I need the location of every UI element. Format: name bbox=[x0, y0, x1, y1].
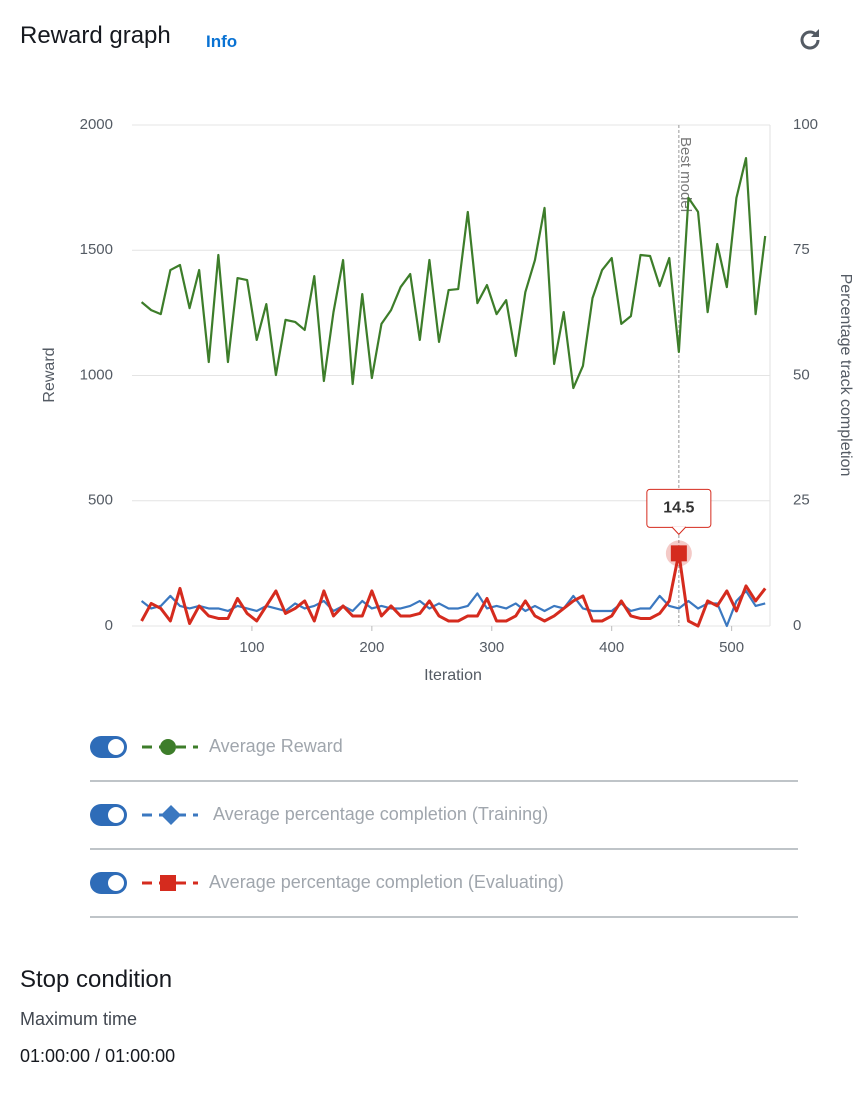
x-axis-title: Iteration bbox=[424, 667, 482, 684]
x-tick-label: 200 bbox=[359, 639, 384, 656]
annotation-label: Best model bbox=[677, 137, 694, 212]
x-tick-label: 400 bbox=[599, 639, 624, 656]
toggle-knob bbox=[108, 739, 124, 755]
y2-tick-label: 25 bbox=[793, 492, 810, 509]
legend-item[interactable]: Average percentage completion (Evaluatin… bbox=[90, 872, 564, 894]
y-tick-label: 500 bbox=[88, 492, 113, 509]
y-tick-label: 0 bbox=[105, 617, 113, 634]
legend-label: Average Reward bbox=[209, 736, 343, 756]
y-tick-label: 1000 bbox=[80, 366, 113, 383]
page-title: Reward graph bbox=[20, 22, 171, 49]
legend-marker bbox=[160, 739, 176, 755]
series-line bbox=[140, 551, 767, 628]
y-axis-title: Reward bbox=[41, 347, 58, 402]
field-value: 01:00:00 / 01:00:00 bbox=[20, 1046, 176, 1066]
y-tick-label: 2000 bbox=[80, 116, 113, 133]
x-tick-label: 300 bbox=[479, 639, 504, 656]
chart: Reward Percentage track completion Itera… bbox=[41, 116, 854, 918]
x-tick-label: 500 bbox=[719, 639, 744, 656]
legend-marker bbox=[161, 805, 181, 825]
y2-tick-label: 75 bbox=[793, 241, 810, 258]
toggle-knob bbox=[108, 807, 124, 823]
toggle-knob bbox=[108, 875, 124, 891]
y2-tick-label: 100 bbox=[793, 116, 818, 133]
hover-marker bbox=[670, 545, 687, 562]
refresh-button[interactable] bbox=[796, 26, 824, 54]
tooltip-pointer bbox=[671, 526, 687, 536]
legend-label: Average percentage completion (Training) bbox=[213, 804, 548, 824]
tooltip-text: 14.5 bbox=[663, 500, 694, 517]
section-title: Stop condition bbox=[20, 966, 173, 993]
series-line bbox=[140, 156, 767, 390]
y2-tick-label: 0 bbox=[793, 617, 801, 634]
y-tick-label: 1500 bbox=[80, 241, 113, 258]
field-label: Maximum time bbox=[20, 1009, 138, 1029]
series-line bbox=[140, 589, 766, 628]
x-tick-label: 100 bbox=[239, 639, 264, 656]
info-link[interactable]: Info bbox=[206, 32, 238, 51]
legend-item[interactable]: Average Reward bbox=[90, 736, 343, 758]
legend-marker bbox=[160, 875, 176, 891]
y2-axis-title: Percentage track completion bbox=[837, 274, 854, 477]
y2-tick-label: 50 bbox=[793, 366, 810, 383]
legend-label: Average percentage completion (Evaluatin… bbox=[209, 872, 564, 892]
legend-item[interactable]: Average percentage completion (Training) bbox=[90, 804, 548, 826]
